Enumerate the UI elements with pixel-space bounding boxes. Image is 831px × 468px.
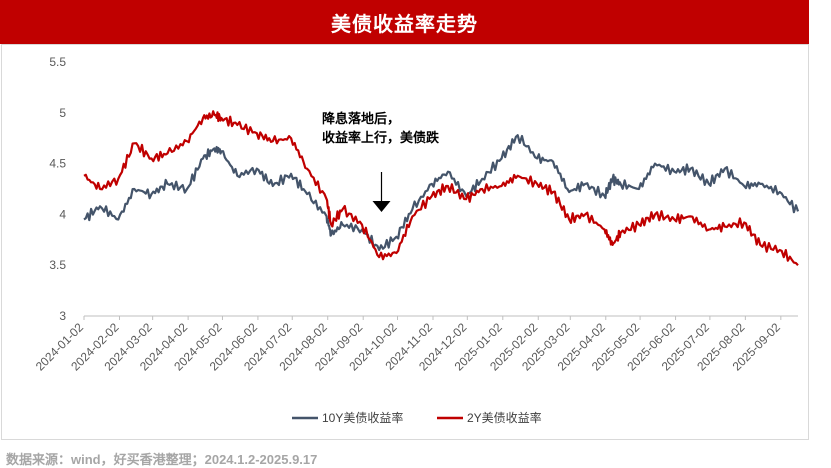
- y-tick-label: 5.5: [49, 55, 66, 69]
- source-note: 数据来源：wind，好买香港整理；2024.1.2-2025.9.17: [6, 452, 318, 467]
- y-tick-label: 3: [59, 309, 66, 323]
- series-line-2y: [83, 110, 799, 266]
- annotation: 降息落地后， 收益率上行，美债跌: [322, 111, 440, 212]
- y-tick-label: 3.5: [49, 258, 66, 272]
- x-axis: 2024-01-022024-02-022024-03-022024-04-02…: [33, 315, 798, 374]
- legend: 10Y美债收益率 2Y美债收益率: [292, 410, 542, 425]
- annotation-arrow-head: [372, 201, 391, 212]
- legend-label: 2Y美债收益率: [467, 410, 542, 425]
- annotation-text: 收益率上行，美债跌: [322, 130, 440, 145]
- annotation-text: 降息落地后，: [322, 111, 400, 126]
- y-axis: 3 3.5 4 4.5 5 5.5: [49, 55, 66, 323]
- chart-frame: [1, 44, 809, 440]
- title-banner: 美债收益率走势: [0, 0, 809, 44]
- series-layer: [83, 110, 800, 266]
- series-line-10y: [83, 134, 800, 252]
- legend-label: 10Y美债收益率: [322, 410, 403, 425]
- y-tick-label: 5: [59, 106, 66, 120]
- y-tick-label: 4.5: [49, 157, 66, 171]
- page-title: 美债收益率走势: [331, 13, 478, 36]
- y-tick-label: 4: [59, 207, 66, 221]
